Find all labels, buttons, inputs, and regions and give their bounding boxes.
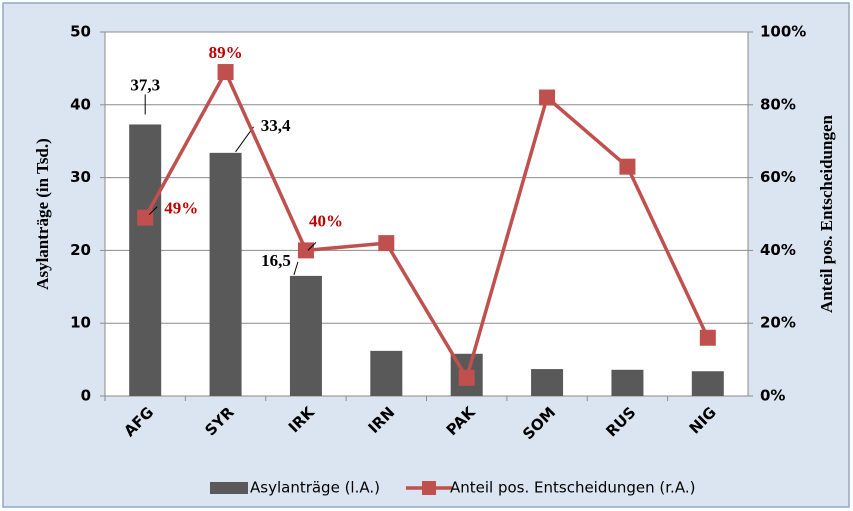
y2-axis-title: Anteil pos. Entscheidungen <box>817 115 836 313</box>
label-leader <box>307 242 317 251</box>
line-marker <box>699 329 716 346</box>
line-marker <box>378 235 395 252</box>
line-marker <box>458 369 475 386</box>
line-value-label: 49% <box>164 199 198 218</box>
bar <box>611 369 644 396</box>
bar <box>129 124 162 397</box>
line <box>143 68 710 383</box>
y2-tick-label: 20% <box>760 314 796 332</box>
y-tick-label: 10 <box>70 314 91 332</box>
bar <box>691 371 724 396</box>
bar-value-label: 37,3 <box>130 75 160 94</box>
y2-tick-label: 80% <box>760 95 796 113</box>
y2-tick-label: 100% <box>760 23 806 41</box>
line-marker <box>619 158 636 175</box>
y-tick-label: 50 <box>70 23 91 41</box>
bar <box>289 275 322 396</box>
bar <box>370 350 403 396</box>
line-marker <box>297 242 314 259</box>
legend-swatch <box>421 481 436 495</box>
y-axis-title: Asylanträge (in Tsd.) <box>33 138 52 290</box>
legend-swatch <box>210 482 248 494</box>
y2-tick-label: 0% <box>760 387 785 405</box>
line-marker <box>539 89 556 106</box>
y-tick-label: 30 <box>70 168 91 186</box>
line-value-label: 89% <box>209 43 243 62</box>
bar-value-label: 33,4 <box>261 116 291 135</box>
y-tick-label: 0 <box>81 387 91 405</box>
y2-tick-label: 40% <box>760 241 796 259</box>
legend-label: Asylanträge (l.A.) <box>250 479 380 497</box>
bar-value-label: 16,5 <box>261 251 291 270</box>
line-marker <box>137 209 154 226</box>
bar <box>531 369 564 396</box>
label-leader <box>293 261 299 276</box>
bar <box>209 152 242 396</box>
legend-label: Anteil pos. Entscheidungen (r.A.) <box>450 479 695 497</box>
y-tick-label: 40 <box>70 95 91 113</box>
y-tick-label: 20 <box>70 241 91 259</box>
y2-tick-label: 60% <box>760 168 796 186</box>
label-leader <box>148 206 158 215</box>
line-marker <box>217 64 234 81</box>
line-value-label: 40% <box>309 211 343 230</box>
